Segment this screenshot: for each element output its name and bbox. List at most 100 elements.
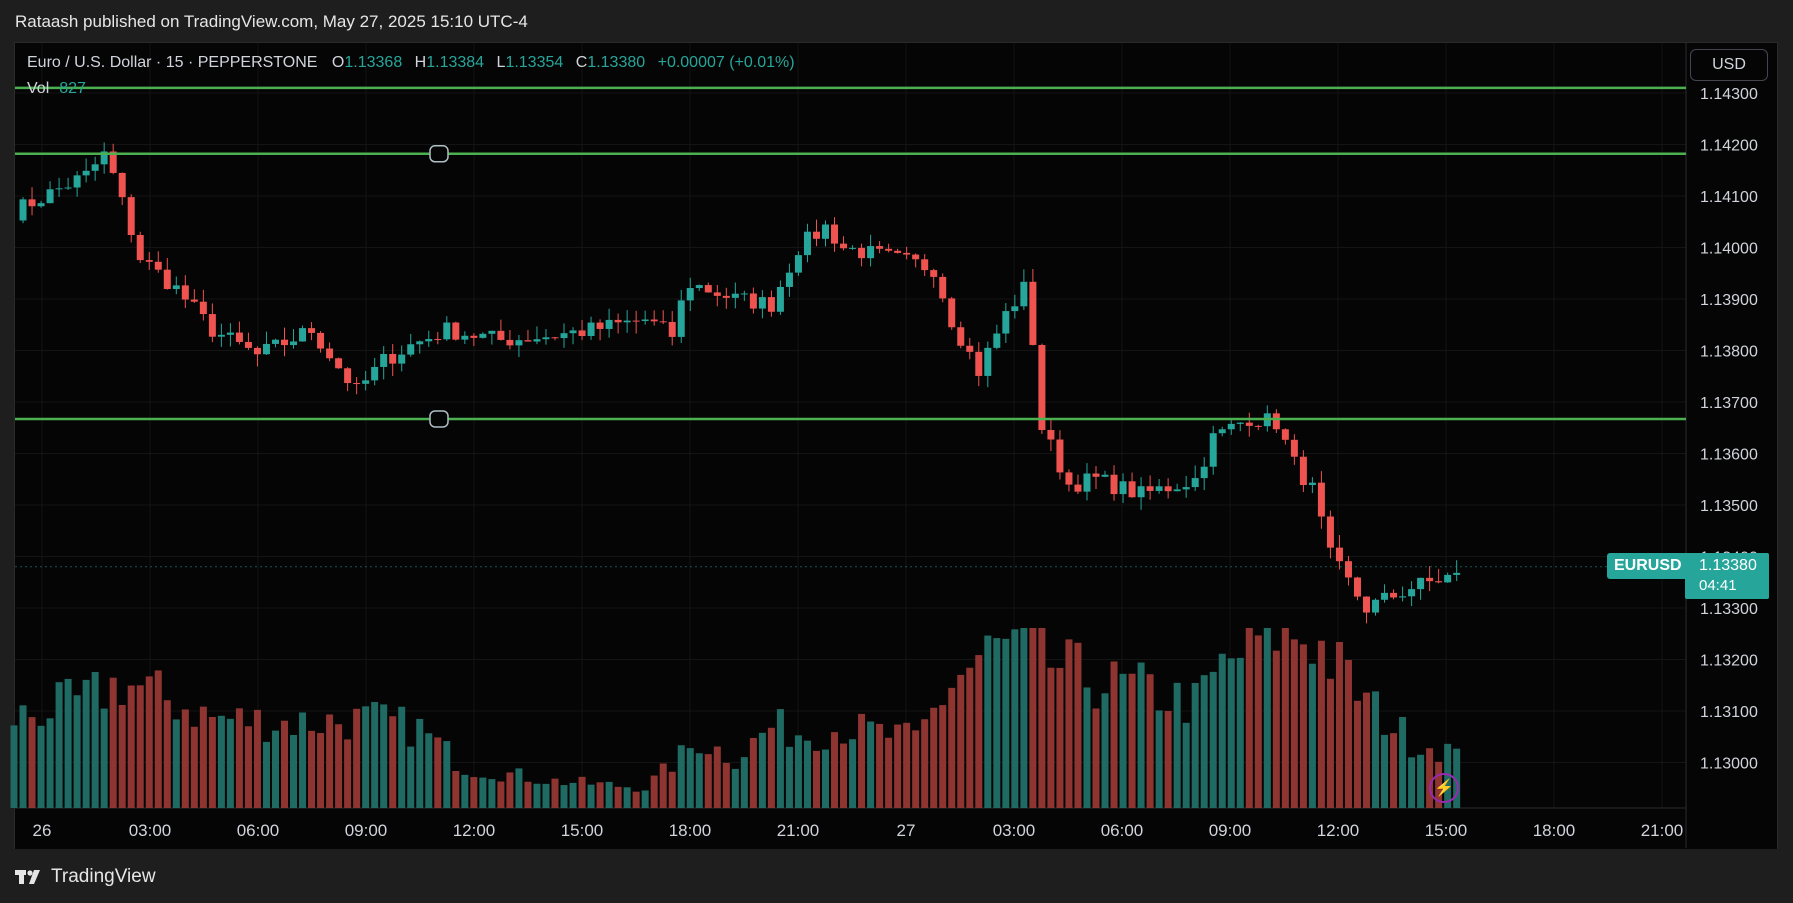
y-axis-tick-label: 1.14000	[1700, 241, 1758, 258]
candle-body	[1344, 561, 1352, 578]
volume-bar	[1272, 650, 1280, 808]
volume-bar	[524, 781, 532, 808]
volume-bar	[172, 719, 180, 808]
volume-bar	[217, 715, 225, 808]
candle-body	[1047, 430, 1055, 440]
candle-body	[677, 300, 685, 337]
candle-body	[1020, 281, 1028, 307]
x-axis-tick-label: 06:00	[1101, 821, 1144, 840]
volume-bar	[335, 724, 343, 808]
volume-bar	[425, 733, 433, 808]
volume-bar	[1453, 748, 1461, 808]
candle-body	[578, 330, 586, 336]
candle-body	[812, 231, 820, 239]
volume-bar	[785, 746, 793, 808]
volume-bar	[939, 705, 947, 808]
volume-bar	[253, 709, 261, 808]
candle-body	[1029, 281, 1037, 345]
candle-body	[217, 334, 225, 337]
candle-body	[371, 366, 379, 381]
y-axis-tick-label: 1.13900	[1700, 292, 1758, 309]
volume-bar	[1308, 663, 1316, 808]
candle-body	[271, 339, 279, 344]
chart-area[interactable]	[14, 42, 1778, 850]
candle-body	[1290, 439, 1298, 457]
volume-bar	[921, 719, 929, 808]
volume-bar	[957, 674, 965, 808]
volume-bar	[1065, 639, 1073, 808]
candle-body	[632, 320, 640, 322]
candle-body	[335, 358, 343, 369]
volume-bar	[776, 709, 784, 808]
candle-body	[822, 224, 829, 239]
candle-body	[1137, 486, 1145, 498]
candle-body	[1363, 596, 1370, 613]
candle-body	[190, 299, 198, 302]
candle-body	[867, 246, 875, 259]
lightning-icon[interactable]: ⚡	[1429, 773, 1459, 803]
candle-body	[1155, 486, 1163, 491]
level-anchor-handle	[429, 145, 449, 163]
candle-body	[244, 341, 252, 348]
volume-bar	[1137, 662, 1145, 808]
volume-bar	[1344, 659, 1352, 808]
candle-body	[569, 330, 577, 334]
candle-body	[993, 333, 1001, 348]
candle-body	[858, 247, 866, 259]
volume-bar	[1011, 629, 1019, 808]
volume-bar	[867, 721, 875, 808]
x-axis-tick-label: 15:00	[561, 821, 604, 840]
candle-body	[650, 319, 658, 322]
candle-body	[380, 353, 388, 367]
candle-body	[425, 339, 433, 342]
y-axis-tick-label: 1.14300	[1700, 86, 1758, 103]
volume-bar	[1417, 754, 1425, 808]
x-axis-tick-label: 18:00	[1533, 821, 1576, 840]
volume-bar	[894, 724, 902, 808]
volume-bar	[1408, 757, 1416, 808]
candle-body	[1272, 413, 1280, 430]
candle-body	[840, 243, 848, 249]
volume-bar	[344, 739, 352, 808]
bar-countdown: 04:41	[1699, 577, 1737, 594]
candle-body	[1353, 577, 1361, 597]
volume-bar	[623, 787, 631, 808]
candle-body	[1110, 474, 1118, 495]
volume-bar	[822, 749, 829, 808]
candle-body	[1164, 486, 1172, 492]
candle-body	[1065, 472, 1073, 485]
candle-body	[921, 259, 929, 271]
candle-body	[118, 172, 126, 198]
volume-bar	[1426, 748, 1434, 808]
footer	[0, 849, 1793, 903]
volume-bar	[542, 783, 550, 808]
volume-bar	[722, 762, 730, 808]
candle-body	[686, 288, 694, 301]
volume-bar	[1119, 673, 1127, 808]
volume-bar	[154, 670, 162, 808]
candle-body	[353, 383, 361, 385]
candle-body	[362, 380, 370, 384]
candle-body	[1074, 484, 1082, 492]
volume-bar	[37, 725, 45, 808]
volume-bar	[407, 746, 415, 808]
candle-body	[172, 285, 180, 290]
volume-bar	[317, 733, 325, 808]
currency-button[interactable]: USD	[1690, 49, 1768, 81]
volume-bar	[569, 782, 577, 808]
candle-body	[73, 175, 81, 188]
candle-body	[1372, 599, 1380, 613]
candle-body	[596, 322, 604, 329]
candle-body	[452, 322, 460, 340]
candle-body	[876, 246, 884, 249]
volume-bar	[758, 732, 766, 808]
candle-body	[443, 322, 451, 340]
volume-bar	[1047, 667, 1055, 808]
candle-body	[470, 335, 478, 338]
volume-bar	[1227, 658, 1235, 808]
candle-body	[145, 260, 153, 262]
candle-body	[91, 164, 99, 171]
candle-body	[894, 250, 902, 253]
candle-body	[1101, 474, 1109, 477]
